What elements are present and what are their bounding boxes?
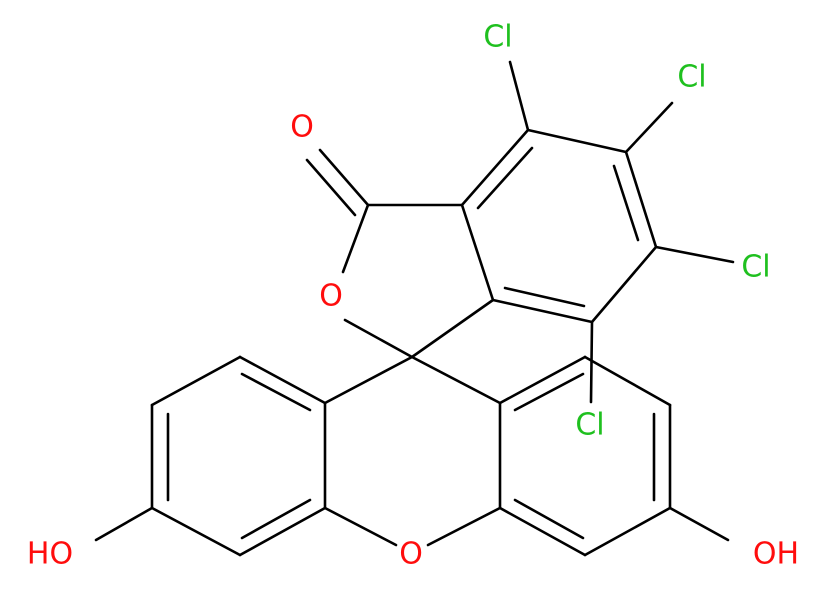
atom-label: Cl xyxy=(741,250,770,285)
bonds xyxy=(94,60,735,557)
atom-label: O xyxy=(319,279,343,314)
atom-label: Cl xyxy=(575,408,604,443)
atom-label: O xyxy=(399,537,423,572)
atom-label: OH xyxy=(753,537,799,572)
atom-label: HO xyxy=(27,537,73,572)
atom-label: O xyxy=(290,110,314,145)
atom-label: Cl xyxy=(677,60,706,95)
atom-label: Cl xyxy=(483,20,512,55)
